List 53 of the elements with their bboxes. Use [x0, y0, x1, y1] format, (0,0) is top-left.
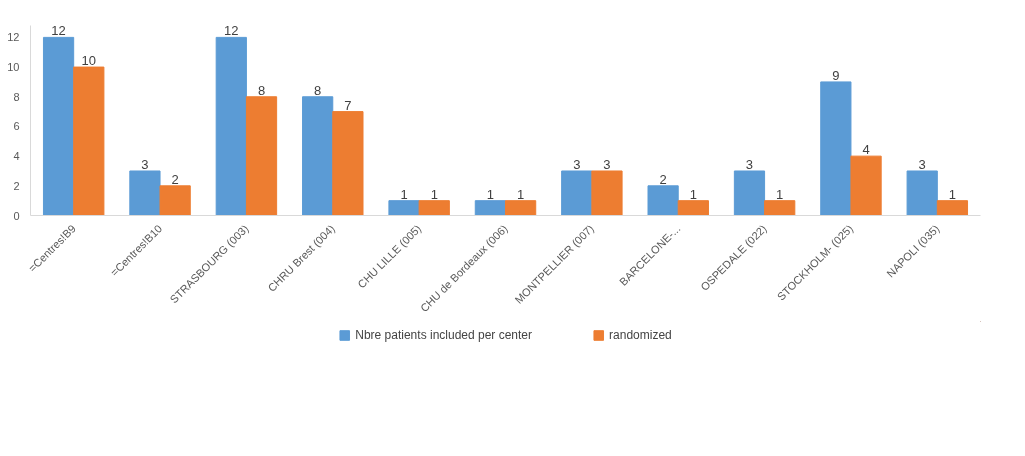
bar	[906, 170, 938, 216]
bar	[302, 96, 334, 216]
data-label: 1	[430, 186, 438, 202]
data-label: 12	[51, 23, 66, 39]
data-label: 1	[517, 186, 525, 202]
legend-label: randomized	[609, 328, 672, 342]
data-label: 1	[400, 186, 408, 202]
bar	[850, 155, 882, 216]
data-label: 1	[689, 186, 697, 202]
data-label: 7	[344, 97, 352, 113]
data-label: 10	[81, 53, 97, 69]
y-tick-label: 2	[13, 179, 20, 192]
data-label: 3	[573, 156, 581, 172]
bar	[820, 81, 852, 216]
y-tick-label: 0	[13, 209, 20, 222]
bar	[647, 185, 679, 216]
bar	[159, 185, 191, 216]
bar	[561, 170, 593, 216]
y-tick-label: 12	[7, 31, 20, 44]
y-tick-label: 8	[13, 90, 20, 103]
bar	[245, 96, 278, 216]
bar	[73, 66, 105, 216]
data-label: 3	[918, 156, 926, 172]
data-label: 1	[486, 186, 495, 202]
bar	[42, 36, 75, 216]
data-label: 1	[776, 186, 784, 202]
bar	[332, 111, 364, 216]
data-label: 9	[832, 67, 840, 83]
bar	[388, 200, 420, 216]
data-label: 4	[862, 142, 870, 158]
data-label: 3	[745, 156, 754, 172]
data-label: 2	[171, 171, 179, 187]
data-label: 2	[659, 171, 667, 187]
data-label: 8	[257, 82, 266, 98]
bar	[474, 200, 506, 216]
data-label: 12	[224, 23, 239, 39]
data-label: 3	[603, 156, 611, 172]
bar	[418, 200, 450, 216]
data-label: 8	[314, 82, 322, 98]
bar	[505, 200, 537, 216]
bar	[129, 170, 161, 216]
data-label: 3	[141, 156, 149, 172]
data-label: 1	[948, 186, 957, 202]
legend-label: Nbre patients included per center	[355, 328, 533, 342]
y-tick-label: 4	[13, 150, 20, 163]
bar	[677, 200, 709, 216]
y-tick-label: 6	[13, 120, 20, 133]
y-tick-label: 10	[7, 61, 20, 74]
bar	[764, 200, 796, 216]
bar	[936, 200, 969, 216]
bar	[591, 170, 623, 216]
bar	[215, 36, 247, 216]
bar	[733, 170, 766, 216]
